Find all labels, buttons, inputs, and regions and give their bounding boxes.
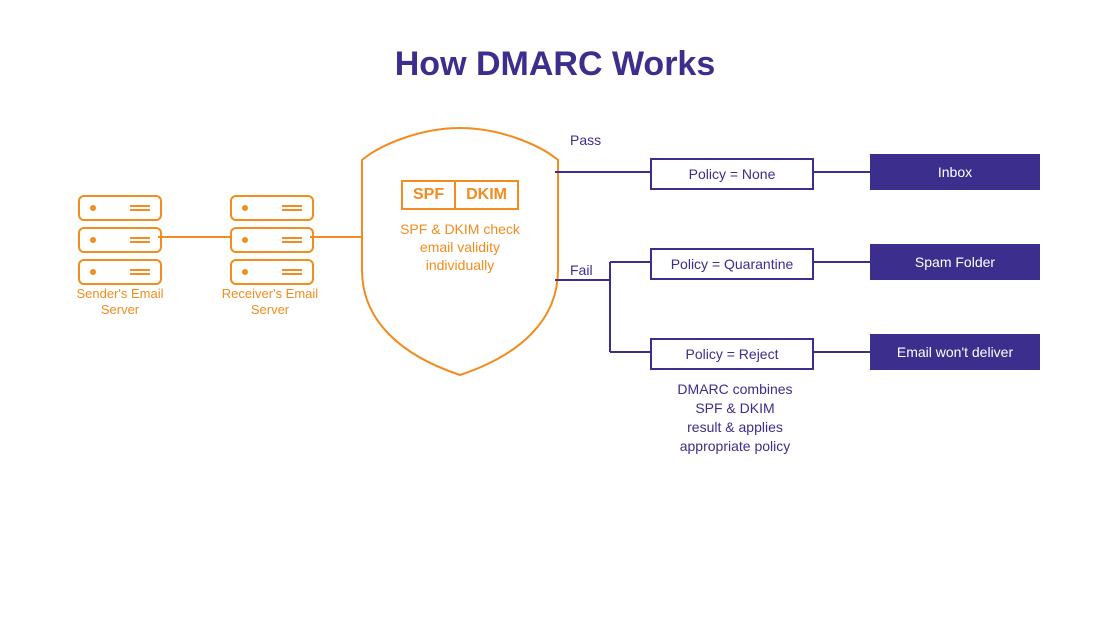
- sender-server-label: Sender's EmailServer: [60, 286, 180, 317]
- server-unit: [230, 195, 314, 221]
- outcome-nodeliver-box: Email won't deliver: [870, 334, 1040, 370]
- fail-label: Fail: [570, 262, 593, 278]
- receiver-server-rack: [230, 195, 314, 291]
- spf-dkim-box: SPF DKIM: [401, 180, 519, 210]
- sender-server-rack: [78, 195, 162, 291]
- policy-none-box: Policy = None: [650, 158, 814, 190]
- shield-description: SPF & DKIM checkemail validityindividual…: [370, 220, 550, 275]
- server-unit: [78, 195, 162, 221]
- policy-reject-box: Policy = Reject: [650, 338, 814, 370]
- server-unit: [230, 259, 314, 285]
- diagram-canvas: How DMARC Works Sender's EmailServer Rec…: [0, 0, 1110, 624]
- pass-label: Pass: [570, 132, 601, 148]
- server-unit: [78, 259, 162, 285]
- dmarc-note: DMARC combinesSPF & DKIMresult & applies…: [660, 380, 810, 456]
- spf-label: SPF: [403, 182, 456, 208]
- policy-quarantine-box: Policy = Quarantine: [650, 248, 814, 280]
- server-unit: [230, 227, 314, 253]
- server-unit: [78, 227, 162, 253]
- receiver-server-label: Receiver's EmailServer: [210, 286, 330, 317]
- dkim-label: DKIM: [456, 182, 517, 208]
- diagram-title: How DMARC Works: [0, 45, 1110, 84]
- outcome-inbox-box: Inbox: [870, 154, 1040, 190]
- outcome-spam-box: Spam Folder: [870, 244, 1040, 280]
